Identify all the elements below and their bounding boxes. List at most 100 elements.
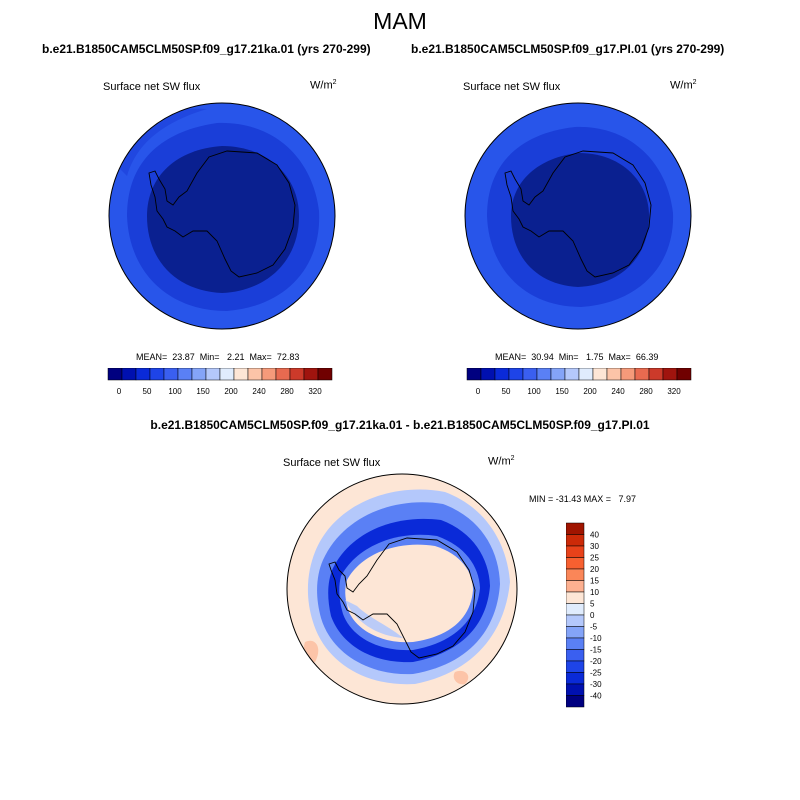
panel2-stats: MEAN= 30.94 Min= 1.75 Max= 66.39 <box>495 352 659 362</box>
antarctica-outline <box>148 150 296 278</box>
panel2-colorbar-box <box>634 368 650 381</box>
panel1-colorbar-box <box>107 368 123 381</box>
panel2-colorbar-box <box>620 368 636 381</box>
panel2-colorbar-tick-label: 100 <box>527 387 541 396</box>
panel2-colorbar-tick-label: 50 <box>502 387 511 396</box>
panel2-colorbar-box <box>494 368 510 381</box>
diff-colorbar-box <box>566 660 585 673</box>
diff-units-label: W/m2 <box>488 455 515 468</box>
panel2-field-label: Surface net SW flux <box>463 81 561 93</box>
diff-colorbar-tick-label: -15 <box>590 646 602 655</box>
panel1-colorbar-tick-label: 280 <box>280 387 294 396</box>
panel1-colorbar-box <box>247 368 263 381</box>
panel1-colorbar-box <box>163 368 179 381</box>
panel1-colorbar-box <box>135 368 151 381</box>
panel1-colorbar-box <box>121 368 137 381</box>
panel1-colorbar-box <box>219 368 235 381</box>
diff-colorbar-tick-label: 5 <box>590 600 595 609</box>
panel1-colorbar-box <box>149 368 165 381</box>
panel2-colorbar-box <box>508 368 524 381</box>
panel2-colorbar-box <box>536 368 552 381</box>
diff-colorbar-box <box>566 591 585 604</box>
diff-colorbar-tick-label: -10 <box>590 634 602 643</box>
panel2-colorbar-box <box>606 368 622 381</box>
panel2-colorbar-tick-label: 0 <box>476 387 481 396</box>
panel2-colorbar-box <box>564 368 580 381</box>
antarctica-outline <box>504 150 652 278</box>
panel2-polar-map <box>464 102 692 330</box>
diff-case-title: b.e21.B1850CAM5CLM50SP.f09_g17.21ka.01 -… <box>150 418 650 432</box>
panel1-colorbar-box <box>191 368 207 381</box>
diff-polar-map <box>286 473 518 705</box>
panel2-colorbar-box <box>480 368 496 381</box>
diff-colorbar-box <box>566 580 585 593</box>
diff-colorbar: 40 30 25 20 15 10 5 0 -5 -10 -15 -20 -25 -30 -40 <box>566 522 602 708</box>
diff-colorbar-box <box>566 695 585 708</box>
panel2-colorbar-tick-label: 200 <box>583 387 597 396</box>
panel1-colorbar-box <box>233 368 249 381</box>
diff-colorbar-tick-label: 15 <box>590 577 599 586</box>
panel2-colorbar-box <box>676 368 692 381</box>
panel1-colorbar-tick-label: 50 <box>143 387 152 396</box>
diff-colorbar-tick-label: 30 <box>590 542 599 551</box>
diff-stats: MIN = -31.43 MAX = 7.97 <box>529 494 637 504</box>
panel2-colorbar-box <box>466 368 482 381</box>
diff-colorbar-box <box>566 568 585 581</box>
panel1-colorbar-box <box>177 368 193 381</box>
diff-colorbar-box <box>566 557 585 570</box>
panel1-colorbar-tick-label: 100 <box>168 387 182 396</box>
diff-colorbar-tick-label: -30 <box>590 680 602 689</box>
diff-colorbar-tick-label: 10 <box>590 588 599 597</box>
diff-colorbar-box <box>566 534 585 547</box>
panel2-colorbar-box <box>550 368 566 381</box>
diff-colorbar-tick-label: 20 <box>590 565 599 574</box>
diff-colorbar-tick-label: -40 <box>590 692 602 701</box>
panel2-units-label: W/m2 <box>670 79 697 92</box>
panel2-colorbar: 0 50 100 150 200 240 280 320 <box>466 368 692 396</box>
diff-colorbar-tick-label: -25 <box>590 669 602 678</box>
diff-colorbar-box <box>566 545 585 558</box>
diff-colorbar-tick-label: 25 <box>590 554 599 563</box>
diff-colorbar-box <box>566 522 585 535</box>
diff-colorbar-tick-label: -5 <box>590 623 598 632</box>
panel1-colorbar: 0 50 100 150 200 240 280 320 <box>107 368 333 396</box>
season-title: MAM <box>373 8 427 34</box>
panel1-polar-map <box>108 102 336 330</box>
panel2-colorbar-tick-label: 320 <box>667 387 681 396</box>
diff-colorbar-tick-label: 0 <box>590 611 595 620</box>
panel2-colorbar-box <box>662 368 678 381</box>
diff-colorbar-tick-label: 40 <box>590 531 599 540</box>
panel2-colorbar-tick-label: 280 <box>639 387 653 396</box>
panel2-colorbar-tick-label: 240 <box>611 387 625 396</box>
panel2-colorbar-box <box>522 368 538 381</box>
panel1-stats: MEAN= 23.87 Min= 2.21 Max= 72.83 <box>136 352 300 362</box>
panel1-colorbar-box <box>275 368 291 381</box>
panel1-colorbar-tick-label: 150 <box>196 387 210 396</box>
diff-colorbar-box <box>566 637 585 650</box>
panel1-colorbar-box <box>289 368 305 381</box>
diff-colorbar-tick-label: -20 <box>590 657 602 666</box>
diff-colorbar-box <box>566 649 585 662</box>
diff-colorbar-box <box>566 683 585 696</box>
panel1-case-title: b.e21.B1850CAM5CLM50SP.f09_g17.21ka.01 (… <box>42 42 371 56</box>
panel2-colorbar-box <box>648 368 664 381</box>
panel1-colorbar-box <box>303 368 319 381</box>
diff-colorbar-box <box>566 672 585 685</box>
panel1-field-label: Surface net SW flux <box>103 81 201 93</box>
panel1-colorbar-box <box>261 368 277 381</box>
panel1-colorbar-tick-label: 200 <box>224 387 238 396</box>
panel1-colorbar-box <box>205 368 221 381</box>
panel1-units-label: W/m2 <box>310 79 337 92</box>
panel2-colorbar-box <box>578 368 594 381</box>
panel2-colorbar-box <box>592 368 608 381</box>
diff-colorbar-box <box>566 603 585 616</box>
panel1-colorbar-tick-label: 320 <box>308 387 322 396</box>
diff-colorbar-box <box>566 626 585 639</box>
diff-field-label: Surface net SW flux <box>283 457 381 469</box>
panel2-case-title: b.e21.B1850CAM5CLM50SP.f09_g17.PI.01 (yr… <box>411 42 725 56</box>
antarctica-outline <box>328 537 476 659</box>
panel1-colorbar-box <box>317 368 333 381</box>
panel1-colorbar-tick-label: 0 <box>117 387 122 396</box>
panel1-colorbar-tick-label: 240 <box>252 387 266 396</box>
panel2-colorbar-tick-label: 150 <box>555 387 569 396</box>
